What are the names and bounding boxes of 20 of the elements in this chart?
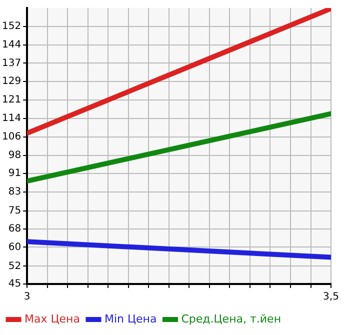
y-tick-label: 83 <box>8 186 22 198</box>
y-tick-label: 114 <box>2 112 22 124</box>
x-tick-label: 3,5 <box>323 292 339 303</box>
y-tick-label: 45 <box>8 278 22 290</box>
y-tick-label: 144 <box>2 39 22 50</box>
y-tick-label: 121 <box>2 94 22 106</box>
y-tick-label: 137 <box>2 58 22 69</box>
y-tick-label: 152 <box>2 20 22 32</box>
y-tick-label: 106 <box>2 131 22 142</box>
y-tick-label: 91 <box>8 168 22 180</box>
y-tick-label: 60 <box>8 242 22 253</box>
y-tick-label: 98 <box>8 150 22 162</box>
y-tick-label: 75 <box>8 205 22 216</box>
x-tick-label: 3 <box>24 292 30 303</box>
y-tick-label: 68 <box>8 223 22 234</box>
legend-label: Max Цена <box>24 312 80 326</box>
y-tick-label: 129 <box>2 76 22 88</box>
y-tick-label: 52 <box>8 260 22 272</box>
legend-label: Сред.Цена, т.йен <box>181 312 282 326</box>
legend-label: Min Цена <box>104 312 157 326</box>
